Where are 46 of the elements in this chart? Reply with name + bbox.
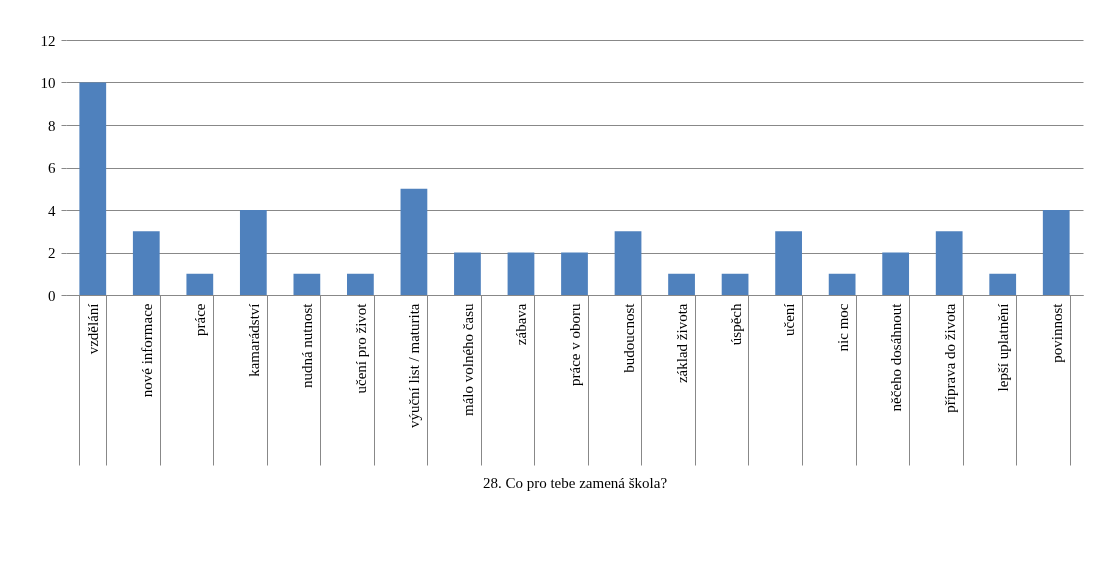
x-tick-label: málo volného času — [459, 303, 476, 416]
bar — [400, 188, 428, 295]
bar — [1042, 210, 1070, 295]
bar — [882, 252, 910, 295]
y-tick-label: 6 — [48, 160, 56, 176]
bar — [507, 252, 535, 295]
bar — [721, 273, 749, 295]
y-tick-label: 4 — [48, 202, 56, 219]
x-tick-label: budoucnost — [620, 302, 637, 373]
x-tick-label: nic moc — [834, 303, 851, 352]
x-tick-label: zábava — [513, 303, 530, 346]
x-tick-label: práce v oboru — [567, 303, 583, 386]
x-tick-label: vzdělání — [85, 303, 102, 355]
bar — [561, 252, 588, 295]
bar — [186, 273, 214, 295]
bar — [935, 231, 963, 295]
bar — [454, 252, 481, 295]
x-tick-label: učení — [781, 303, 798, 336]
bar — [989, 273, 1017, 295]
x-tick-label: příprava do života — [941, 303, 958, 413]
y-tick-label: 10 — [40, 75, 56, 91]
bar — [347, 273, 374, 295]
x-tick-label: nové informace — [138, 303, 155, 398]
bar — [668, 273, 695, 295]
x-axis-title: 28. Co pro tebe zamená škola? — [482, 475, 668, 491]
x-tick-label: výuční list / maturita — [406, 303, 423, 429]
y-tick-label: 0 — [48, 287, 56, 304]
x-tick-label: základ života — [674, 303, 691, 384]
x-tick-label: nudná nutnost — [299, 302, 316, 389]
x-tick-label: povinnost — [1048, 302, 1065, 363]
bar — [79, 82, 107, 295]
x-tick-label: úspěch — [727, 303, 744, 346]
bar — [828, 273, 856, 295]
bar — [293, 273, 321, 295]
y-tick-label: 8 — [48, 117, 56, 134]
x-tick-label: kamarádství — [245, 303, 262, 377]
y-tick-label: 2 — [48, 245, 56, 261]
bar — [239, 210, 267, 295]
y-tick-label: 12 — [40, 32, 56, 49]
bar — [614, 231, 642, 295]
x-tick-label: lepší uplatnění — [995, 303, 1012, 392]
bar — [132, 231, 160, 295]
bar — [775, 231, 802, 295]
x-tick-label: práce — [192, 303, 209, 336]
x-tick-label: něčeho dosáhnout — [888, 302, 905, 412]
x-tick-label: učení pro život — [352, 302, 369, 394]
